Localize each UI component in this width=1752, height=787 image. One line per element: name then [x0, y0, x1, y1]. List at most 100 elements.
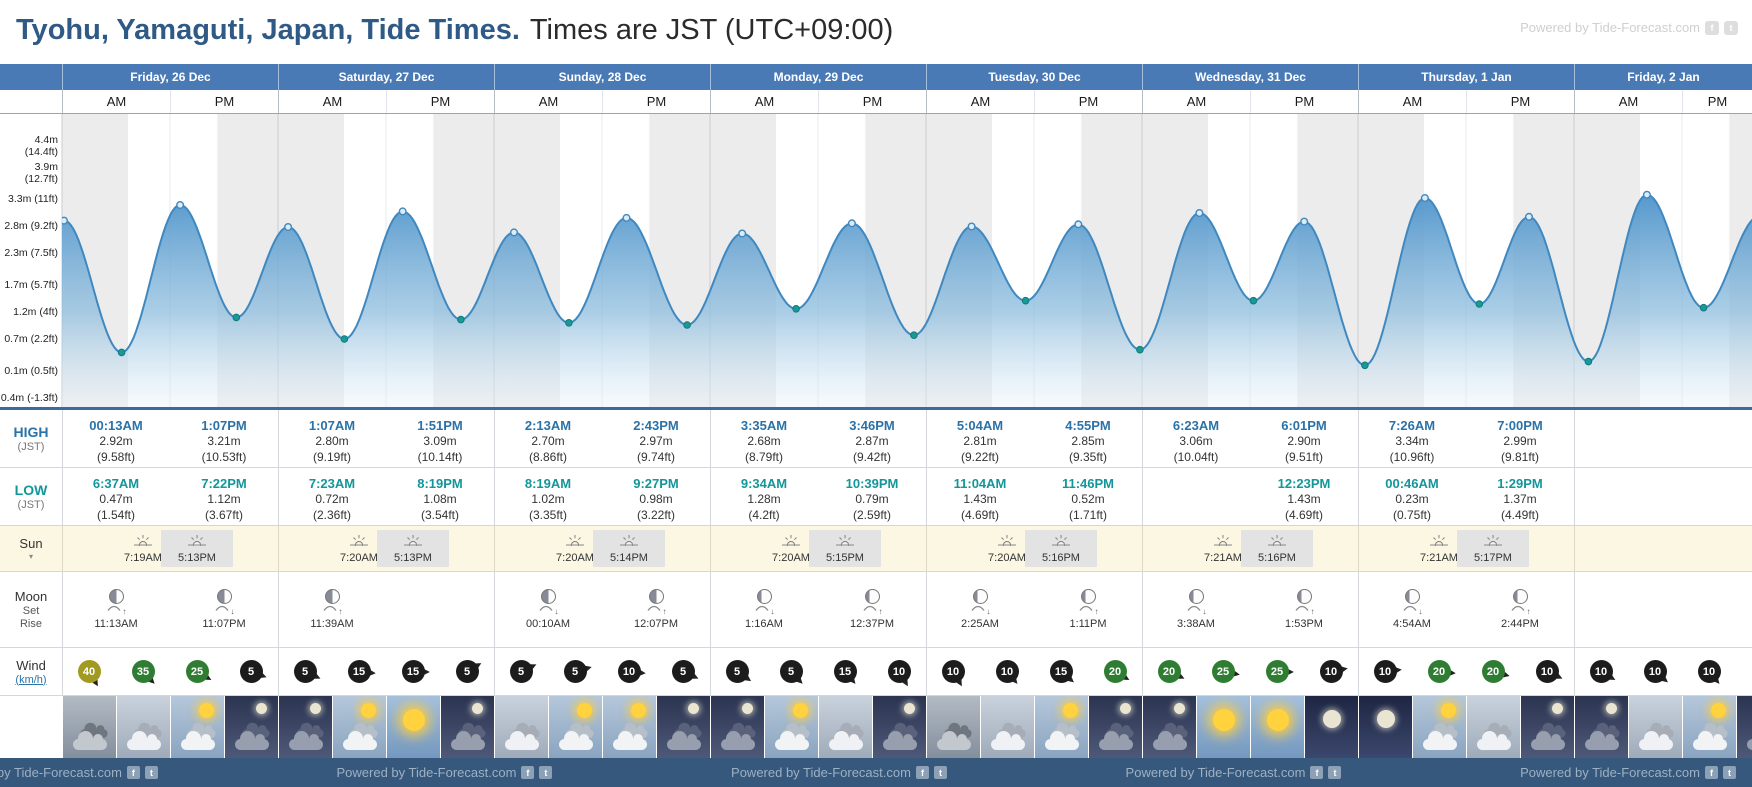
- weather-icon-sunny: [386, 696, 440, 758]
- sunset-cell: 5:13PM: [161, 530, 233, 567]
- moon-arc-icon: [1402, 598, 1418, 616]
- moon-arc-icon: [862, 598, 878, 616]
- high-tide-entry: 6:01PM 2.90m (9.51ft): [1250, 410, 1358, 467]
- cloud-icon: [937, 731, 971, 750]
- high-tide-dot: [284, 222, 293, 231]
- footer-watermark-text: Powered by Tide-Forecast.com: [1125, 765, 1306, 780]
- sun-icon: [1711, 703, 1726, 718]
- cloud-icon: [1153, 731, 1187, 750]
- moon-rise-cell: ↑ 12:07PM: [602, 572, 710, 647]
- ampm-label: AM: [278, 90, 386, 113]
- day-separator: [710, 468, 711, 525]
- moon-icon: [1606, 703, 1617, 714]
- facebook-icon: f: [126, 766, 140, 779]
- day-separator: [494, 648, 495, 695]
- wind-badge: 5: [509, 660, 533, 683]
- facebook-icon: f: [1704, 766, 1718, 779]
- low-tide-dot: [457, 315, 465, 324]
- moon-phase-icon: [972, 589, 988, 604]
- cloud-back-icon: [890, 722, 918, 738]
- moon-rise-label: Rise: [19, 618, 42, 630]
- low-tide-dot: [792, 305, 800, 313]
- weather-icon-cloudy: [980, 696, 1034, 758]
- tide-height-ft: (3.35ft): [528, 507, 567, 522]
- cloud-icon: [451, 731, 485, 750]
- cloud-back-icon: [1430, 722, 1458, 738]
- low-tide-dot: [1249, 296, 1258, 305]
- moon-row: Moon Set Rise ↑ 11:13AM ↓ 11:07PM ↑ 11:39AM ↓ 00:1…: [0, 572, 1752, 648]
- tide-curve-chart: 4.4m (14.4ft) 3.9m (12.7ft) 3.3m (11ft) 2.8…: [0, 114, 1752, 410]
- day-separator: [1142, 648, 1143, 695]
- tide-time: 9:27PM: [633, 476, 679, 491]
- tide-time: 5:04AM: [956, 418, 1004, 433]
- sun-icon: [1213, 709, 1235, 731]
- y-axis-label: 2.8m (9.2ft): [4, 220, 58, 232]
- wind-unit-link[interactable]: (km/h): [15, 673, 47, 686]
- ampm-label: AM: [1358, 90, 1466, 113]
- tide-time: 11:46PM: [1061, 476, 1115, 491]
- weather-icon-sunny: [1196, 696, 1250, 758]
- wind-badge: 5: [239, 660, 263, 683]
- moon-arc-icon: [1510, 598, 1526, 616]
- moon-set-cell: ↓ 11:07PM: [170, 572, 278, 647]
- cloud-icon: [73, 731, 107, 750]
- sunrise-icon: [349, 533, 369, 551]
- moon-icon: [256, 703, 267, 714]
- high-tide-dot: [1420, 193, 1429, 202]
- tide-height-m: 1.37m: [1503, 492, 1537, 507]
- tide-height-m: 3.34m: [1395, 434, 1429, 449]
- sunset-icon: [835, 533, 855, 551]
- chevron-down-icon[interactable]: ▾: [28, 552, 33, 561]
- weather-icon-partly-sunny: [1034, 696, 1088, 758]
- moon-rise-cell: ↑ 1:53PM: [1250, 572, 1358, 647]
- low-tide-dot: [910, 331, 918, 339]
- tide-height-ft: (1.54ft): [96, 507, 135, 522]
- moon-rise-icon: ↑: [1294, 605, 1315, 616]
- sun-icon: [793, 703, 808, 718]
- day-separator: [1358, 468, 1359, 525]
- day-separator: [278, 572, 279, 647]
- low-tide-entry: 8:19PM 1.08m (3.54ft): [386, 468, 494, 525]
- moon-set-icon: ↓: [970, 605, 991, 616]
- day-separator: [926, 526, 927, 571]
- weather-icon-cloudy: [818, 696, 872, 758]
- page-title-timezone: Times are JST (UTC+09:00): [529, 14, 894, 46]
- low-tide-dot: [1021, 296, 1030, 305]
- sunset-time: 5:17PM: [1474, 552, 1512, 564]
- cloud-back-icon: [1592, 722, 1620, 738]
- sunset-time: 5:16PM: [1258, 552, 1296, 564]
- sunrise-icon: [997, 533, 1017, 551]
- sunrise-cell: 7:21AM: [1187, 530, 1259, 567]
- high-row: HIGH (JST) 00:13AM 2.92m (9.58ft) 1:07PM 3.21m…: [0, 410, 1752, 468]
- tide-height-ft: (10.04ft): [1173, 449, 1219, 464]
- ampm-label: PM: [1034, 90, 1142, 113]
- moon-set-cell: ↓ 4:54AM: [1358, 572, 1466, 647]
- moon-rise-time: 12:07PM: [633, 618, 679, 630]
- sunset-cell: 5:14PM: [593, 530, 665, 567]
- low-tide-dot: [565, 319, 573, 327]
- cloud-back-icon: [1484, 722, 1512, 738]
- sunrise-time: 7:21AM: [1204, 552, 1242, 564]
- wind-badge: 10: [1589, 660, 1613, 683]
- day-separator: [278, 648, 279, 695]
- tide-time: 1:07PM: [201, 418, 247, 433]
- wind-badge: 5: [563, 660, 587, 683]
- tide-height-ft: (9.35ft): [1068, 449, 1107, 464]
- sunset-icon: [619, 533, 639, 551]
- sunset-cell: 5:17PM: [1457, 530, 1529, 567]
- moon-rise-cell: ↑ 11:13AM: [62, 572, 170, 647]
- sun-icon: [1063, 703, 1078, 718]
- moon-arc-icon: [1186, 598, 1202, 616]
- low-tide-dot: [1136, 345, 1144, 354]
- moon-rise-arrow-icon: ↑: [1310, 607, 1315, 616]
- day-header: Tuesday, 30 Dec: [926, 64, 1142, 90]
- cloud-icon: [883, 731, 917, 750]
- tide-height-ft: (3.54ft): [420, 507, 459, 522]
- wind-badge: 10: [617, 660, 641, 683]
- footer-watermark-text: Powered by Tide-Forecast.com: [336, 765, 517, 780]
- tide-time: 00:13AM: [89, 418, 143, 433]
- weather-icon-cloudy: [494, 696, 548, 758]
- sunset-icon: [1051, 533, 1071, 551]
- day-header: Friday, 2 Jan: [1574, 64, 1752, 90]
